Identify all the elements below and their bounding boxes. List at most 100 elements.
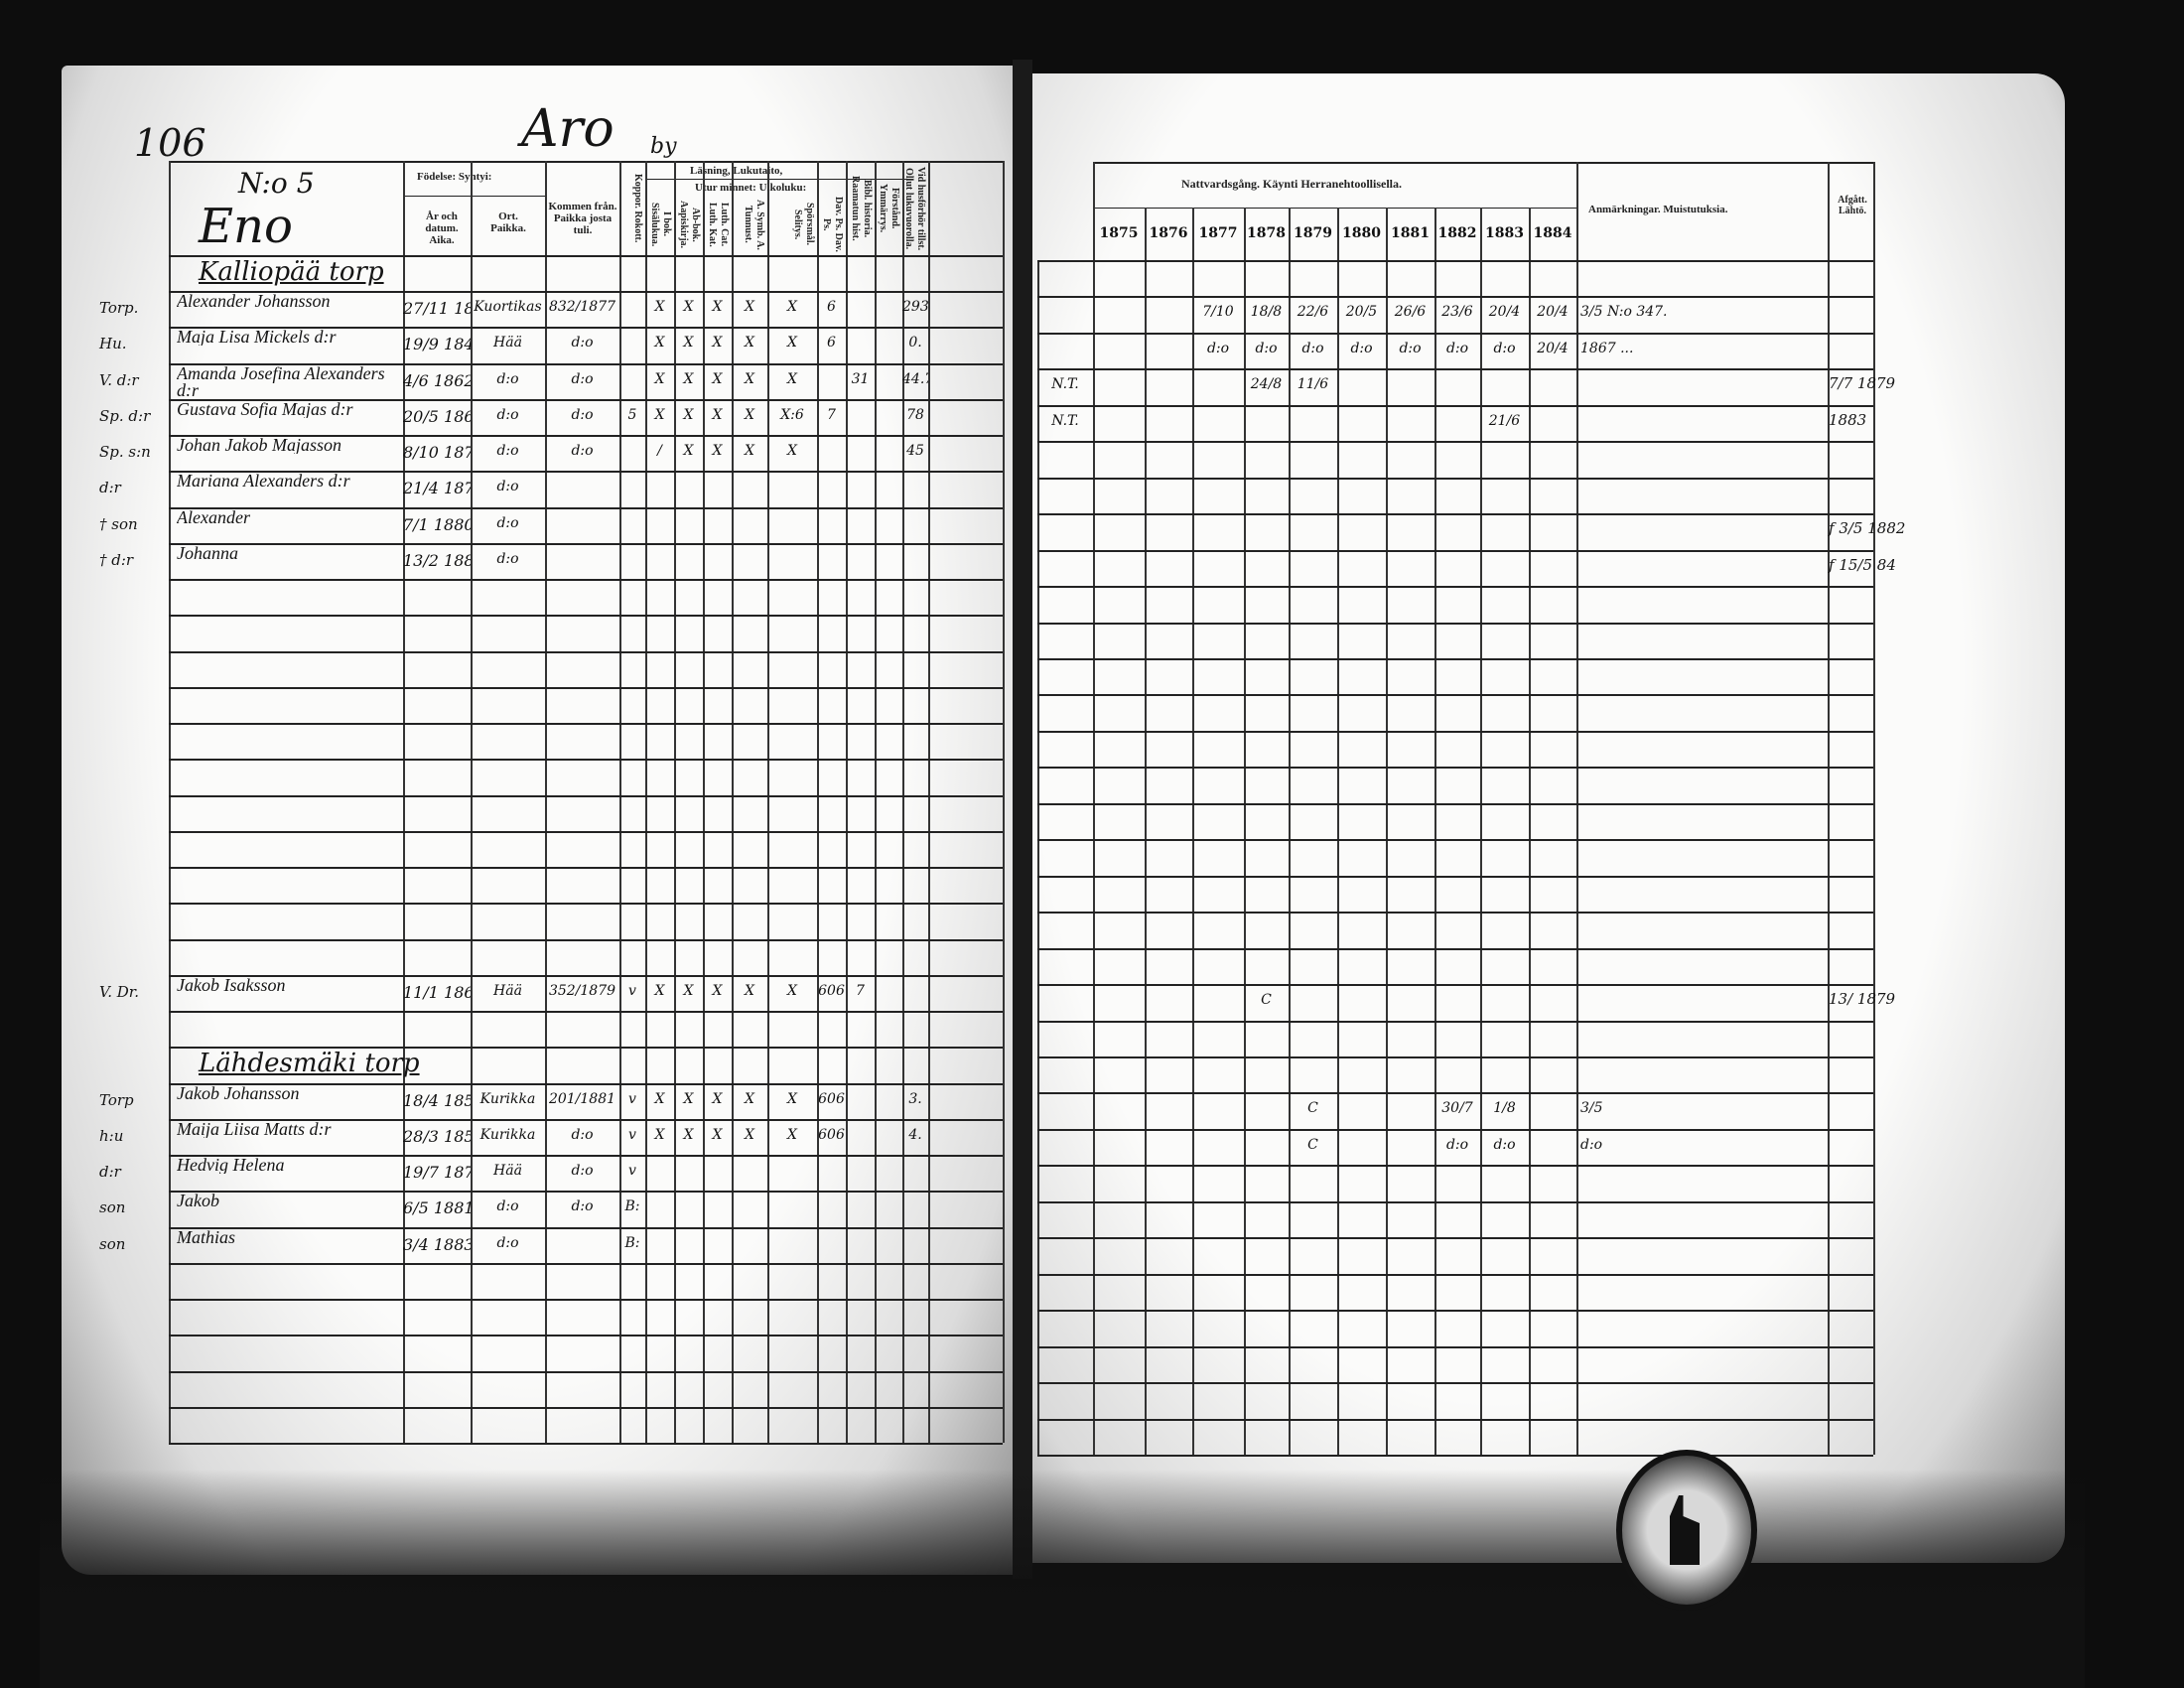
section-heading: Kalliopää torp (199, 257, 384, 287)
communion-date: 11/6 (1297, 376, 1329, 393)
communion-date: 24/8 (1250, 376, 1283, 393)
row-rule (169, 1335, 1003, 1337)
household-number: N:o 5 (238, 167, 315, 200)
column-header: Ab-bok. Aapiskirja. (678, 200, 701, 249)
village-name: Aro (521, 99, 614, 159)
row-rule (1037, 694, 1873, 697)
section-heading: Lähdesmäki torp (199, 1049, 420, 1079)
reading-mark: 6 (827, 335, 836, 352)
reading-mark: X (712, 406, 723, 423)
person-name: Jakob Johansson (177, 1084, 300, 1102)
communion-date: d:o (1301, 340, 1324, 356)
column-rule (619, 161, 621, 1443)
row-rule (1037, 260, 1873, 262)
birth-place: d:o (496, 550, 519, 567)
reading-mark: 293 (902, 299, 928, 316)
reading-mark: X (683, 406, 694, 423)
column-rule (1192, 208, 1194, 1455)
departed-note: 1883 (1829, 410, 1867, 429)
column-rule (767, 161, 769, 1443)
birth-place: Hää (493, 335, 522, 352)
birth-date: 13/2 1884 (403, 550, 471, 570)
communion-date: 26/6 (1394, 304, 1427, 321)
table-top-rule (1093, 162, 1873, 164)
reading-mark: X (745, 406, 754, 423)
row-rule (169, 1262, 1003, 1265)
column-rule (1337, 208, 1339, 1455)
communion-date: C (1261, 992, 1272, 1009)
row-rule (1037, 549, 1873, 552)
year-header: 1877 (1198, 225, 1238, 241)
archive-stamp (1616, 1450, 1757, 1611)
column-rule (1386, 208, 1388, 1455)
margin-note: N.T. (1051, 376, 1079, 393)
row-rule (1037, 1128, 1873, 1131)
reading-mark: X (712, 443, 723, 460)
column-header: Dav. Ps. Dav. Ps. (821, 197, 844, 252)
birth-date: 4/6 1862 (403, 370, 471, 390)
shadow (40, 1470, 2085, 1688)
row-rule (169, 1226, 1003, 1229)
reading-mark: 606 (818, 1090, 845, 1107)
row-rule (169, 830, 1003, 833)
margin-rule (1037, 260, 1039, 1455)
column-rule (1093, 162, 1095, 1455)
birth-date: 20/5 1867 (403, 406, 471, 426)
margin-note: N.T. (1051, 412, 1079, 429)
person-name: Johanna (177, 544, 238, 562)
reading-mark: X (654, 982, 665, 999)
row-rule (1037, 1020, 1873, 1023)
year-header: 1882 (1437, 225, 1477, 241)
row-rule (1037, 586, 1873, 589)
communion-date: 30/7 (1441, 1100, 1473, 1117)
row-rule (169, 255, 1003, 257)
header-birth-date: År och datum. Aika. (425, 211, 459, 246)
row-rule (1037, 1273, 1873, 1276)
communion-date: 21/6 (1488, 412, 1521, 429)
communion-date: C (1307, 1100, 1318, 1117)
row-rule (169, 1082, 1003, 1085)
person-name: Mariana Alexanders d:r (177, 473, 350, 491)
reading-mark: X (745, 1126, 754, 1143)
row-rule (1037, 477, 1873, 480)
birth-date: 7/1 1880 (403, 514, 471, 534)
reading-mark: 0. (908, 335, 922, 352)
departed-header: Afgått. Lähtö. (1838, 195, 1867, 216)
column-header: Koppor. Rokott. (632, 174, 643, 243)
reading-mark: X (683, 443, 694, 460)
departed-note: 7/7 1879 (1829, 374, 1896, 393)
departed-note: f 3/5 1882 (1829, 519, 1906, 538)
remark: 1867 ... (1580, 340, 1634, 356)
moved-from: d:o (571, 335, 594, 352)
row-rule (169, 903, 1003, 906)
row-rule (169, 471, 1003, 474)
reading-mark: v (628, 1090, 636, 1107)
reading-mark: X (683, 335, 694, 352)
reading-mark: 606 (818, 1126, 845, 1143)
household-role: son (99, 1198, 126, 1217)
row-rule (1037, 404, 1873, 407)
column-rule (1145, 208, 1147, 1455)
column-rule (471, 161, 473, 1443)
row-rule (1037, 368, 1873, 371)
row-rule (169, 723, 1003, 726)
reading-mark: X (787, 1090, 797, 1107)
moved-from: d:o (571, 1126, 594, 1143)
reading-mark: X (683, 370, 694, 387)
reading-mark: X (654, 406, 665, 423)
birth-place: d:o (496, 479, 519, 495)
birth-place: Kuortikas (474, 299, 542, 316)
row-rule (169, 794, 1003, 797)
column-rule (1244, 208, 1246, 1455)
reading-mark: 3. (908, 1090, 922, 1107)
moved-from: d:o (571, 1163, 594, 1180)
moved-from: d:o (571, 370, 594, 387)
row-rule (1037, 984, 1873, 987)
reading-mark: 4. (908, 1126, 922, 1143)
household-role: Sp. d:r (99, 406, 151, 425)
reading-mark: 78 (906, 406, 924, 423)
household-role: V. Dr. (99, 982, 140, 1001)
reading-mark: 45 (906, 443, 924, 460)
column-rule (703, 161, 705, 1443)
reading-mark: X (787, 982, 797, 999)
